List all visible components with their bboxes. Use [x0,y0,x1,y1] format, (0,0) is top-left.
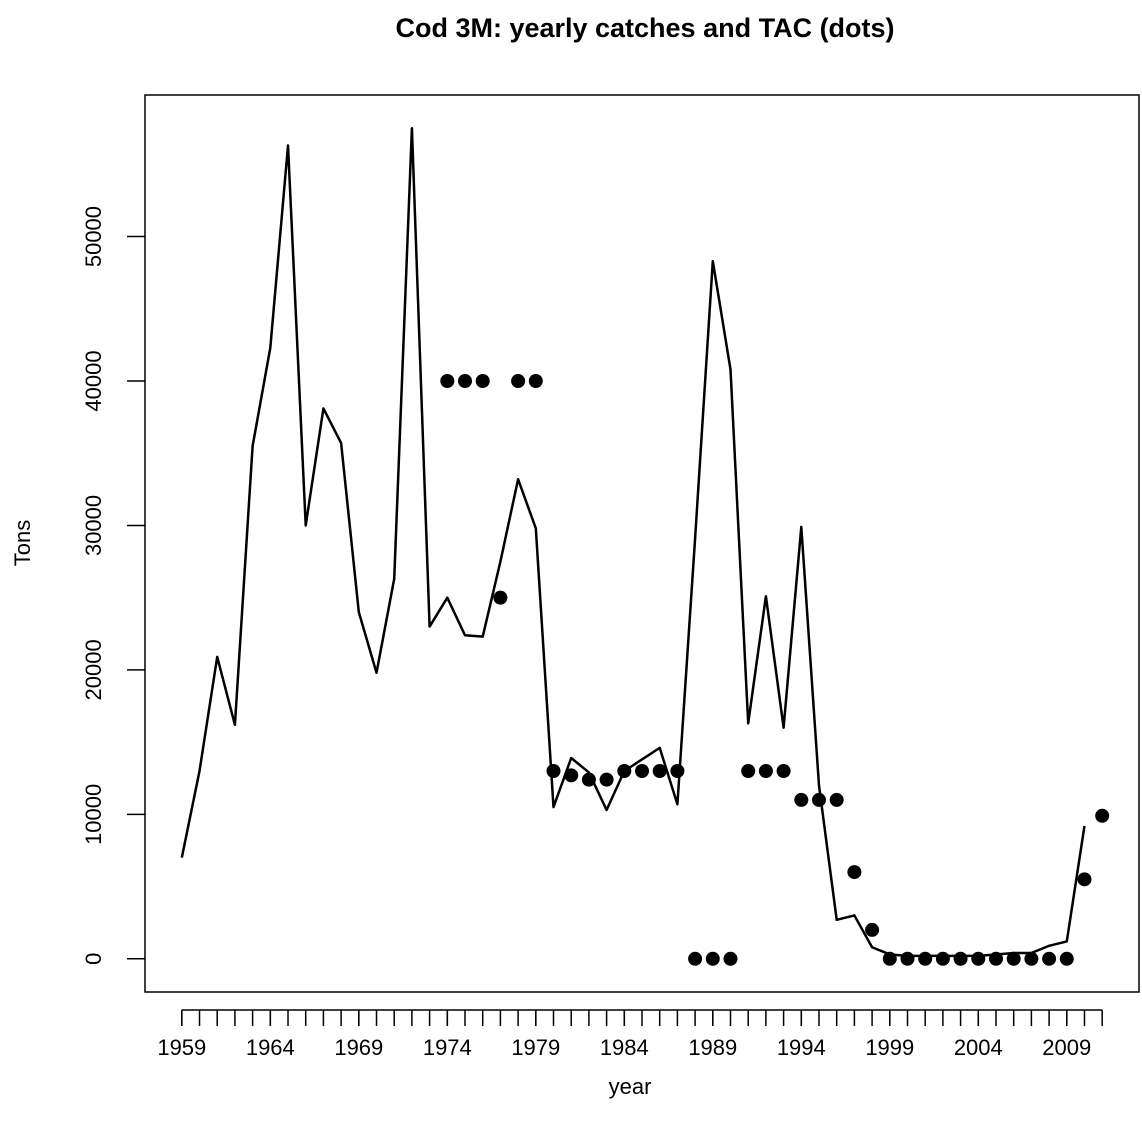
plot-frame [144,94,1140,993]
x-tick-label: 1999 [865,1035,914,1060]
y-tick-label: 20000 [81,639,106,700]
tac-dot [900,951,915,966]
tac-dot [599,772,614,787]
y-tick-label: 10000 [81,784,106,845]
tac-dot [458,374,473,388]
x-tick-label: 1969 [334,1035,383,1060]
tac-dot [617,764,632,778]
tac-dot [475,374,490,388]
tac-dot [882,951,897,966]
tac-dot [988,951,1003,966]
tac-dot [776,764,791,778]
chart-title: Cod 3M: yearly catches and TAC (dots) [395,13,894,43]
tac-dot [581,772,596,787]
tac-dot [440,374,455,388]
tac-dot [935,951,950,966]
tac-dot [829,792,844,807]
tac-dot [1095,808,1110,823]
tac-dot [1006,951,1021,966]
tac-dot [1077,872,1092,887]
tac-dot [688,951,703,966]
x-tick-label: 1979 [511,1035,560,1060]
tac-dot [705,951,720,966]
tac-dot [1059,951,1074,966]
tac-dot [865,922,880,937]
y-tick-label: 30000 [81,495,106,556]
y-tick-label: 0 [81,953,106,965]
tac-dot [953,951,968,966]
y-axis-label: Tons [10,520,35,566]
tac-dot [847,865,862,880]
tac-dot [1024,951,1039,966]
tac-dot [670,764,685,778]
tac-dot [511,374,526,388]
tac-dot [635,764,649,778]
tac-dot [758,764,773,778]
x-tick-label: 1964 [246,1035,295,1060]
tac-dot [493,590,508,605]
x-tick-label: 2009 [1042,1035,1091,1060]
x-tick-label: 1989 [688,1035,737,1060]
catch-line [180,126,1086,958]
tac-dot [971,951,986,966]
y-tick-label: 50000 [81,206,106,267]
tac-dot [741,764,756,778]
tac-dot [918,951,933,966]
x-tick-label: 1984 [600,1035,649,1060]
tac-dot [652,764,667,778]
x-tick-label: 1974 [423,1035,472,1060]
tac-dot [794,792,809,807]
tac-dot [1042,951,1057,966]
tac-dot [564,768,579,783]
x-tick-label: 1959 [157,1035,206,1060]
tac-dot [528,374,543,388]
x-tick-label: 1994 [777,1035,826,1060]
x-axis-label: year [609,1074,652,1099]
tac-dot [546,764,561,778]
tac-dot [811,792,826,807]
x-tick-label: 2004 [954,1035,1003,1060]
y-tick-label: 40000 [81,350,106,411]
tac-dot [723,951,738,966]
